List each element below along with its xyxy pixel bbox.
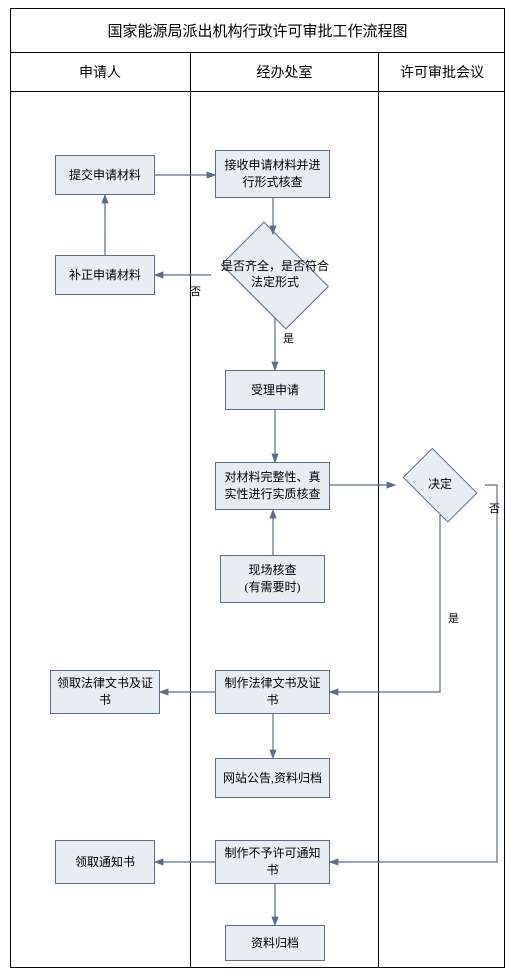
lane-divider-2 [378,52,379,968]
edge-label-complete-accept: 是 [283,330,294,346]
col-header-office: 经办处室 [190,52,378,92]
node-archive: 资料归档 [225,925,325,961]
node-complete: 是否齐全，是否符合法定形式 [210,232,340,318]
node-submit: 提交申请材料 [55,155,155,195]
node-review: 对材料完整性、真实性进行实质核查 [215,462,330,510]
node-correct: 补正申请材料 [55,255,155,295]
edge-label-decide-makerej: 否 [489,500,500,516]
node-accept: 受理申请 [225,370,325,410]
node-onsite: 现场核查 (有需要时) [220,555,325,603]
node-makedoc: 制作法律文书及证书 [215,670,330,714]
edge-label-decide-makedoc: 是 [448,610,459,626]
lane-divider-1 [190,52,191,968]
node-decide: 决定 [395,455,485,515]
diagram-title: 国家能源局派出机构行政许可审批工作流程图 [10,8,505,52]
node-publish: 网站公告,资料归档 [215,758,330,798]
edge-label-complete-correct: 否 [190,283,201,299]
node-getrej: 领取通知书 [55,840,155,884]
node-receive: 接收申请材料并进行形式核查 [215,150,330,198]
node-makerej: 制作不予许可通知书 [215,840,330,884]
node-getdoc: 领取法律文书及证书 [50,670,160,714]
col-header-meeting: 许可审批会议 [378,52,505,92]
col-header-applicant: 申请人 [10,52,190,92]
